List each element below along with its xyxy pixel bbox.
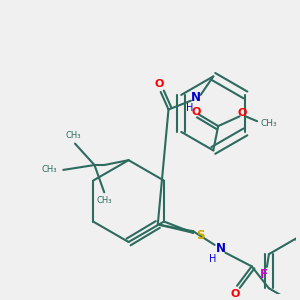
Text: N: N (191, 91, 201, 104)
Text: O: O (238, 108, 247, 118)
Text: CH₃: CH₃ (65, 131, 81, 140)
Text: F: F (260, 268, 268, 281)
Text: O: O (191, 107, 200, 117)
Text: CH₃: CH₃ (97, 196, 112, 205)
Text: H: H (209, 254, 216, 263)
Text: CH₃: CH₃ (42, 165, 58, 174)
Text: O: O (154, 79, 164, 89)
Text: O: O (230, 289, 240, 298)
Text: S: S (196, 229, 205, 242)
Text: CH₃: CH₃ (260, 118, 277, 127)
Text: N: N (215, 242, 226, 255)
Text: H: H (186, 103, 194, 112)
